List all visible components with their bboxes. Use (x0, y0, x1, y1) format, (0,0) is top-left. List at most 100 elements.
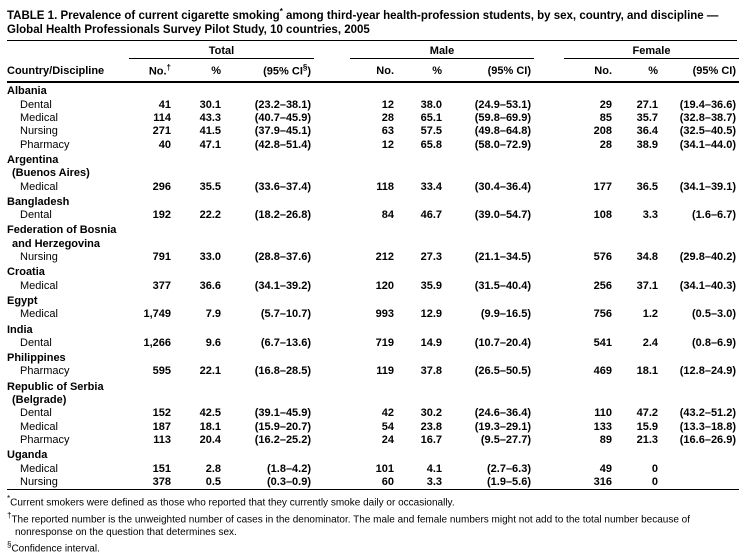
cell-ci: (0.8–6.9) (691, 336, 737, 349)
cell-ci: (1.8–4.2) (266, 462, 312, 475)
cell-pct: 15.9 (636, 420, 659, 433)
cell-no: 271 (152, 125, 171, 138)
cell-no: 40 (158, 138, 171, 151)
cell-no: 469 (593, 365, 613, 378)
cell-no: 108 (593, 209, 613, 222)
country-row: Bangladesh (7, 194, 739, 209)
cell-no: 12 (381, 138, 395, 151)
gap-cell (314, 251, 350, 264)
cell-ci: (29.8–40.2) (679, 251, 737, 264)
cell-pct: 18.1 (636, 365, 659, 378)
header-label: No. (376, 65, 395, 78)
discipline-row: Pharmacy 595 22.1 (16.8–28.5) 119 37.8 (26.5–5… (7, 365, 739, 378)
gap-cell (534, 308, 564, 321)
cell-ci: (26.5–50.5) (474, 365, 532, 378)
cell-no: 101 (375, 462, 395, 475)
cell-pct: 38.0 (420, 98, 443, 111)
discipline-row: Medical 187 18.1 (15.9–20.7) 54 23.8 (19.3–29.… (7, 421, 739, 434)
gap-cell (314, 139, 350, 152)
cell-pct: 47.2 (636, 407, 659, 420)
footnote-mark: § (302, 62, 308, 72)
column-gap (314, 58, 351, 84)
cell-ci: (23.2–38.1) (254, 98, 312, 111)
country-row: Republic of Serbia (Belgrade) (7, 379, 739, 408)
cell-pct: 47.1 (199, 138, 221, 151)
cell-pct: 41.5 (199, 125, 221, 138)
gap-cell (534, 251, 564, 264)
cell-ci: (24.6–36.4) (474, 407, 532, 420)
country-row: Philippines (7, 350, 739, 365)
cell-pct: 1.2 (642, 308, 659, 321)
cell-ci: (34.1–40.3) (679, 279, 737, 292)
cell-ci: (9.5–27.7) (480, 433, 532, 446)
country-name-cell: Croatia (7, 264, 739, 279)
cell-ci: (10.7–20.4) (474, 336, 532, 349)
discipline-cell: Medical (20, 279, 58, 292)
column-header-female-ci: (95% CI) (658, 58, 740, 84)
group-gap (314, 42, 350, 59)
cell-ci: (37.9–45.1) (254, 125, 312, 138)
country-name-cell: Uganda (7, 447, 739, 462)
cell-ci: (30.4–36.4) (474, 180, 532, 193)
gap-cell (534, 280, 564, 293)
gap-cell (534, 112, 564, 125)
cell-no: 152 (152, 407, 171, 420)
gap-cell (534, 125, 564, 138)
gap-cell (534, 99, 564, 112)
cell-ci: (58.0–72.9) (474, 138, 532, 151)
cell-no: 212 (375, 251, 395, 264)
country-name-cell: Federation of Bosnia and Herzegovina (7, 222, 739, 251)
group-header-female: Female (564, 41, 740, 59)
discipline-row: Medical 296 35.5 (33.6–37.4) 118 33.4 (30.4–36… (7, 181, 739, 194)
gap-cell (314, 421, 350, 434)
gap-cell (534, 139, 564, 152)
country-name-line: (Belgrade) (12, 394, 67, 407)
country-name-line: Bangladesh (7, 195, 70, 208)
cell-pct: 34.8 (636, 251, 659, 264)
gap-cell (534, 209, 564, 222)
title-footnote-mark: * (279, 7, 283, 16)
cell-no: 28 (381, 112, 395, 125)
country-name-line: Republic of Serbia (7, 380, 104, 393)
gap-cell (314, 125, 350, 138)
country-name-line: India (7, 323, 33, 336)
cell-pct: 57.5 (420, 125, 443, 138)
discipline-cell: Dental (20, 407, 52, 420)
gap-cell (314, 280, 350, 293)
cell-no: 119 (376, 365, 395, 378)
cell-pct: 7.9 (205, 308, 221, 321)
gap-cell (314, 463, 350, 476)
table-body: Albania Dental 41 30.1 (23.2–38.1) 12 38.0 (24.… (7, 82, 739, 489)
group-header-total: Total (129, 41, 315, 59)
footnote-reported-number: †The reported number is the unweighted n… (7, 510, 737, 539)
cell-ci: (15.9–20.7) (254, 420, 312, 433)
cell-no: 12 (381, 98, 395, 111)
footnote-current-smokers: *Current smokers were defined as those w… (7, 493, 737, 510)
discipline-row: Pharmacy 113 20.4 (16.2–25.2) 24 16.7 (9.5–27.… (7, 434, 739, 447)
column-header-male-no: No. (350, 58, 395, 84)
discipline-cell: Dental (20, 209, 52, 222)
discipline-row: Dental 152 42.5 (39.1–45.9) 42 30.2 (24.6–36.4… (7, 407, 739, 420)
gap-cell (314, 308, 350, 321)
cell-no: 113 (153, 433, 171, 446)
discipline-row: Pharmacy 40 47.1 (42.8–51.4) 12 65.8 (58.0–72.… (7, 139, 739, 152)
cell-pct: 21.3 (636, 433, 659, 446)
cell-no: 118 (376, 180, 395, 193)
gap-cell (534, 181, 564, 194)
cell-ci: (1.9–5.6) (486, 475, 532, 488)
cell-pct: 9.6 (205, 336, 221, 349)
cell-pct: 46.7 (420, 209, 443, 222)
cell-no: 89 (599, 433, 613, 446)
column-header-total-ci: (95% CI§) (221, 58, 315, 84)
cell-no: 187 (152, 420, 171, 433)
title-text-pre: TABLE 1. Prevalence of current cigarette… (7, 9, 280, 22)
cell-no: 378 (152, 475, 171, 488)
cell-pct: 42.5 (199, 407, 221, 420)
cell-no: 24 (381, 433, 395, 446)
cell-ci: (32.8–38.7) (679, 112, 737, 125)
cell-ci: (43.2–51.2) (679, 407, 737, 420)
cell-pct: 43.3 (199, 112, 221, 125)
discipline-cell: Medical (20, 462, 58, 475)
country-name-cell: Philippines (7, 350, 739, 365)
column-header-female-pct: % (612, 58, 659, 84)
